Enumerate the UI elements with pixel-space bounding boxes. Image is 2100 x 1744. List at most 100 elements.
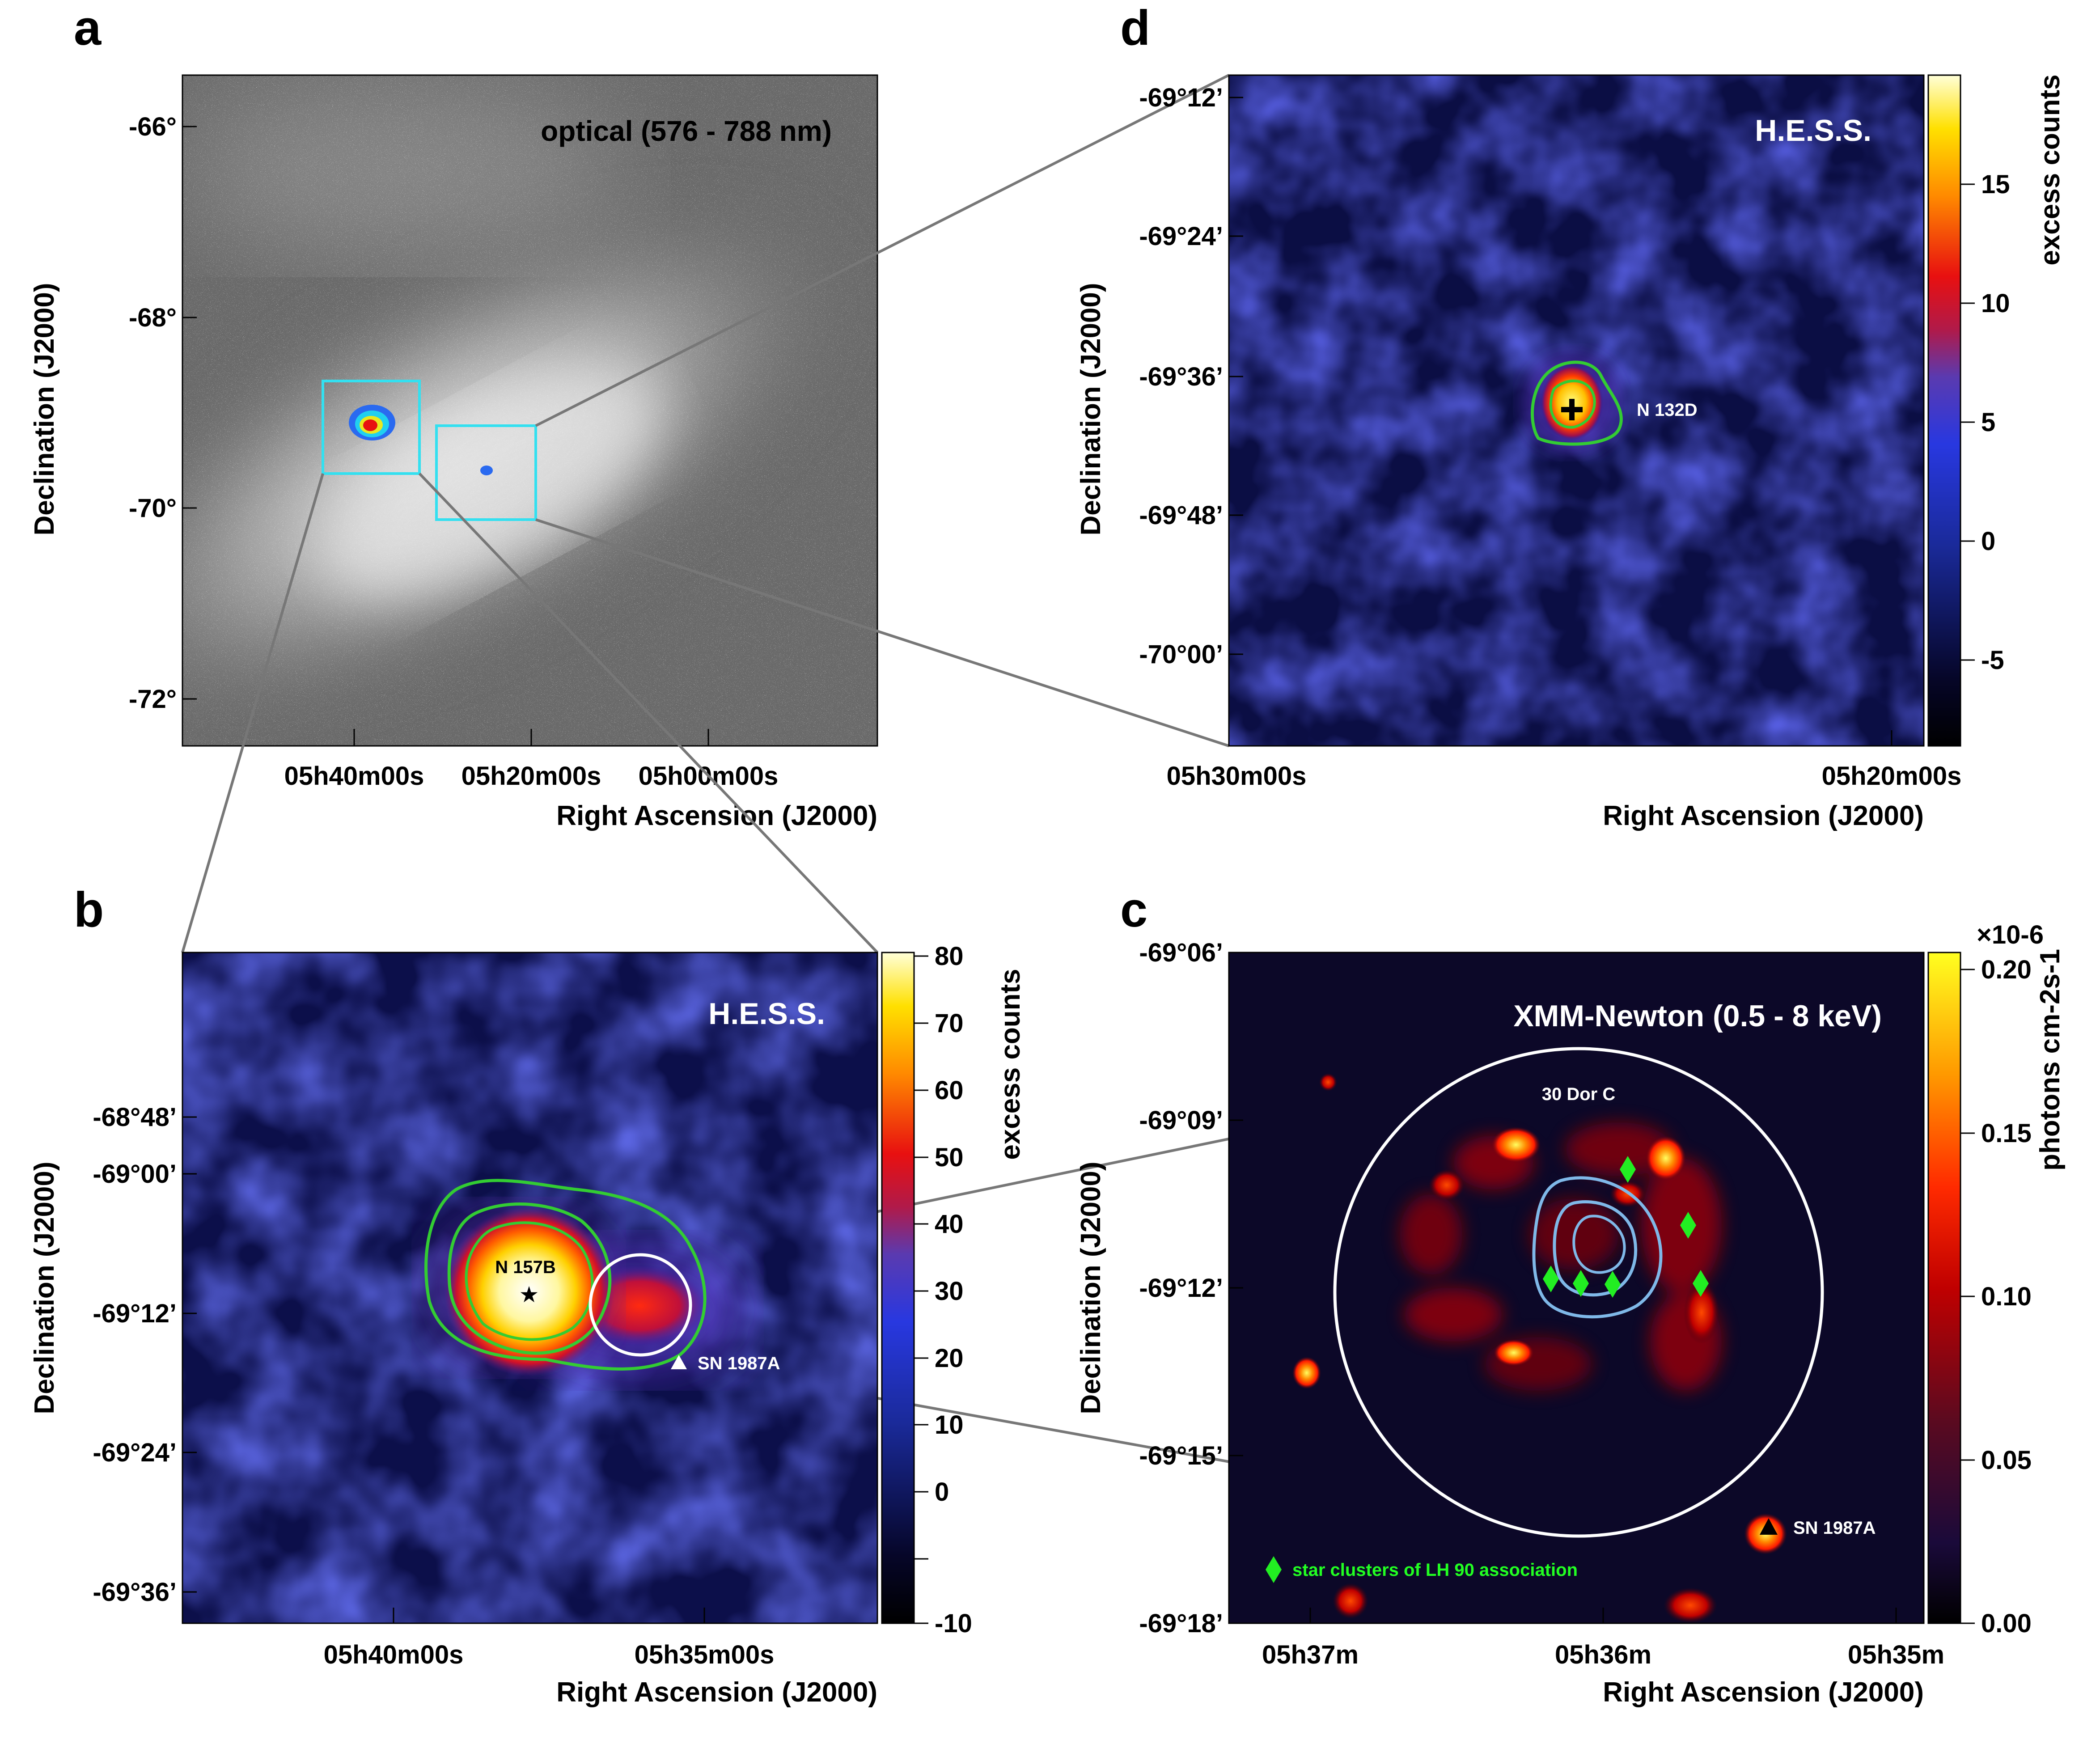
contour-outer-xmm: [1532, 1176, 1663, 1319]
panel-c-ytick-1: -69°06’: [1139, 938, 1223, 967]
cb-b-tick-50: 50: [935, 1143, 964, 1172]
cb-b-tick-70: 70: [935, 1009, 964, 1038]
panel-d-ytick-4: -69°48’: [1139, 501, 1223, 530]
cb-c-tick-020: 0.20: [1981, 955, 2032, 984]
cb-d-tick-15: 15: [1981, 170, 2010, 199]
legend-lh90: star clusters of LH 90 association: [1292, 1560, 1578, 1580]
diamond-markers-lh90: [1543, 1156, 1709, 1298]
panel-c-ylabel: Declination (J2000): [1075, 1161, 1106, 1414]
panel-b-xlabel: Right Ascension (J2000): [556, 1677, 877, 1708]
panel-b-xtick-1: 05h40m00s: [324, 1640, 464, 1669]
optical-hess-overlay-n157b: [349, 405, 395, 440]
panel-c-ytick-3: -69°12’: [1139, 1274, 1223, 1303]
panel-a-letter: a: [74, 0, 102, 55]
panel-b-ytick-5: -69°36’: [93, 1578, 177, 1607]
label-30-dor-c: 30 Dor C: [1542, 1084, 1616, 1104]
contour-inner-xmm: [1572, 1215, 1626, 1274]
panel-d: N 132D H.E.S.S. -69°12’ -69°24’ -69°36’ …: [1075, 74, 2066, 831]
panel-a: -66° -68° -70° -72° 05h40m00s 05h20m00s …: [29, 74, 878, 831]
contour-outer-n157b: [424, 1179, 707, 1371]
panel-d-colorbar: 15 10 5 0 -5 excess counts: [1927, 74, 2066, 747]
panel-d-xlabel: Right Ascension (J2000): [1603, 800, 1924, 831]
panel-b-ytick-4: -69°24’: [93, 1438, 177, 1467]
panel-d-ytick-5: -70°00’: [1139, 640, 1223, 669]
label-n132d: N 132D: [1637, 400, 1698, 420]
panel-d-letter: d: [1120, 0, 1150, 55]
cb-d-tick-5: 5: [1981, 408, 1995, 437]
panel-c-xlabel: Right Ascension (J2000): [1603, 1677, 1924, 1708]
panel-d-xtick-1: 05h30m00s: [1167, 762, 1307, 791]
panel-b-ylabel: Declination (J2000): [29, 1161, 60, 1414]
contour-mid-n157b: [447, 1202, 612, 1355]
panel-c: 30 Dor C SN 1987A star clusters of LH 90…: [1075, 920, 2066, 1708]
panel-b-colorbar: 80 70 60 50 40 30 20 10 0 -10 excess cou…: [881, 942, 1026, 1638]
panel-a-ytick-2: -68°: [129, 303, 177, 332]
cb-c-tick-015: 0.15: [1981, 1119, 2032, 1148]
triangle-icon-sn1987a-c: [1760, 1518, 1778, 1535]
panel-d-title: H.E.S.S.: [1755, 114, 1871, 148]
cb-c-tick-005: 0.05: [1981, 1446, 2032, 1475]
panel-b-letter: b: [74, 882, 104, 937]
panel-b: ★ N 157B SN 1987A H.E.S.S. -68°48’ -69°0…: [29, 942, 1026, 1708]
panel-d-ytick-2: -69°24’: [1139, 222, 1223, 251]
panel-c-colorbar: 0.20 0.15 0.10 0.05 0.00 ×10-6 photons c…: [1927, 920, 2066, 1638]
optical-hess-overlay-n132d: [480, 466, 493, 475]
cb-b-tick-60: 60: [935, 1076, 964, 1105]
contour-outer-n132d: [1531, 360, 1623, 446]
zoom-box-d: [435, 424, 537, 521]
panel-b-ytick-1: -68°48’: [93, 1103, 177, 1132]
cb-b-tick-m10: -10: [935, 1609, 972, 1638]
cross-icon-n132d: [1561, 399, 1583, 420]
cb-b-tick-80: 80: [935, 942, 964, 971]
cb-c-tick-010: 0.10: [1981, 1282, 2032, 1311]
panel-b-xtick-2: 05h35m00s: [635, 1640, 775, 1669]
panel-b-ytick-2: -69°00’: [93, 1160, 177, 1189]
cb-b-tick-10: 10: [935, 1410, 964, 1439]
zoom-box-b: [322, 380, 421, 475]
cb-d-tick-10: 10: [1981, 289, 2010, 318]
label-n157b: N 157B: [495, 1257, 556, 1277]
panel-c-title: XMM-Newton (0.5 - 8 keV): [1513, 999, 1882, 1033]
cb-c-tick-000: 0.00: [1981, 1609, 2032, 1638]
panel-d-ytick-3: -69°36’: [1139, 362, 1223, 391]
panel-b-ytick-3: -69°12’: [93, 1299, 177, 1328]
panel-c-xtick-3: 05h35m: [1848, 1640, 1944, 1669]
label-sn1987a-b: SN 1987A: [698, 1354, 780, 1373]
panel-c-ytick-5: -69°18’: [1139, 1609, 1223, 1638]
panel-a-xlabel: Right Ascension (J2000): [556, 800, 877, 831]
panel-a-ytick-4: -72°: [129, 685, 177, 714]
cb-d-tick-m5: -5: [1981, 646, 2004, 675]
label-sn1987a-c: SN 1987A: [1793, 1518, 1876, 1538]
triangle-icon-sn1987a-b: [671, 1355, 687, 1369]
cb-b-tick-20: 20: [935, 1344, 964, 1373]
panel-a-xtick-1: 05h40m00s: [284, 762, 424, 791]
panel-c-colorbar-scale: ×10-6: [1977, 920, 2044, 949]
cb-b-tick-40: 40: [935, 1210, 964, 1239]
panel-c-letter: c: [1120, 882, 1147, 937]
panel-d-colorbar-label: excess counts: [2035, 74, 2066, 265]
panel-c-colorbar-label: photons cm-2s-1: [2035, 949, 2066, 1171]
cb-b-tick-30: 30: [935, 1277, 964, 1306]
panel-d-ytick-1: -69°12’: [1139, 83, 1223, 112]
contour-inner-n157b: [465, 1221, 594, 1341]
panel-a-ytick-3: -70°: [129, 494, 177, 523]
panel-d-ylabel: Declination (J2000): [1075, 283, 1106, 535]
contour-inner-n132d: [1549, 379, 1596, 429]
diamond-icon-legend: [1266, 1556, 1282, 1583]
panel-a-title: optical (576 - 788 nm): [541, 115, 832, 147]
panel-a-ytick-1: -66°: [129, 112, 177, 141]
panel-a-ylabel: Declination (J2000): [29, 283, 60, 535]
panel-a-xtick-2: 05h20m00s: [461, 762, 601, 791]
panel-b-colorbar-label: excess counts: [995, 969, 1026, 1160]
panel-c-ytick-4: -69°15’: [1139, 1441, 1223, 1470]
panel-b-title: H.E.S.S.: [708, 997, 825, 1031]
panel-c-ytick-2: -69°09’: [1139, 1106, 1223, 1135]
panel-c-xtick-2: 05h36m: [1555, 1640, 1651, 1669]
panel-c-xtick-1: 05h37m: [1262, 1640, 1359, 1669]
contour-mid-xmm: [1553, 1200, 1638, 1297]
circle-30-dor-c-large: [1333, 1047, 1824, 1538]
star-icon-n157b: ★: [519, 1282, 539, 1308]
circle-30-dor-c: [589, 1253, 692, 1357]
panel-d-xtick-2: 05h20m00s: [1822, 762, 1962, 791]
